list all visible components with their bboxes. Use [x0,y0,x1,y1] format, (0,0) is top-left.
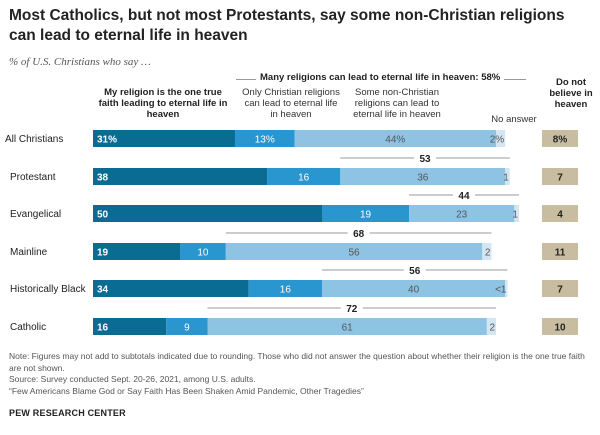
bar-value-label: 1 [503,173,509,184]
header-some-non-christian: Some non-Christian religions can lead to… [353,87,441,120]
bar-segment [542,130,578,147]
bar-segment [234,130,295,147]
bar-value-label: 11 [555,248,566,259]
bar-value-label: 16 [97,323,109,334]
bar-value-label: 31% [97,135,117,146]
bar-value-label: 23 [456,210,468,221]
bar-value-label: 19 [97,248,109,259]
bar-segment [267,168,341,185]
pew-footer: PEW RESEARCH CENTER [9,408,126,418]
bar-segment [93,205,322,222]
category-label: Mainline [10,247,48,258]
bar-segment [496,130,506,147]
bar-segment [166,318,208,335]
bar-segment [514,205,519,222]
bar-segment [93,318,167,335]
bar-segment [542,243,578,260]
subtotal-label: 56 [409,266,421,277]
bar-value-label: 10 [554,323,566,334]
bar-segment [542,168,578,185]
bar-segment [482,243,492,260]
chart-title: Most Catholics, but not most Protestants… [9,7,565,44]
subtotal-label-bg [414,152,437,164]
bar-value-label: 38 [97,173,109,184]
note-text: Note: Figures may not add to subtotals i… [9,351,585,373]
bar-value-label: 34 [97,285,109,296]
bar-value-label: 4 [557,210,563,221]
subtotal-label: 44 [458,191,470,202]
bar-segment [542,318,578,335]
bar-value-label: 36 [417,173,429,184]
subtotal-label: 68 [353,229,365,240]
bar-segment [180,243,226,260]
subtotal-label-bg [452,189,475,201]
category-label: Historically Black [10,284,87,295]
bar-segment [340,168,506,185]
chart-subtitle: % of U.S. Christians who say … [9,56,151,68]
bar-value-label: 50 [97,210,109,221]
bar-segment [322,280,506,297]
bar-value-label: 19 [360,210,372,221]
category-label: Protestant [10,172,56,183]
bar-value-label: 16 [280,285,292,296]
bar-value-label: 1 [512,210,518,221]
subtotal-label: 53 [419,154,431,165]
header-no-answer: No answer [491,114,537,125]
report-title: “Few Americans Blame God or Say Faith Ha… [9,385,364,396]
many-religions-summary-header: Many religions can lead to eternal life … [236,72,526,86]
bar-segment [93,243,181,260]
bar-value-label: <1 [495,285,507,296]
bar-segment [505,280,508,297]
bar-value-label: 2% [490,135,505,146]
bar-value-label: 2 [485,248,491,259]
subtotal-label-bg [347,227,370,239]
bar-segment [542,280,578,297]
bar-segment [248,280,322,297]
bar-value-label: 16 [298,173,310,184]
bar-segment [225,243,483,260]
category-label: Catholic [10,322,46,333]
subtotal-label-bg [403,264,426,276]
bar-segment [322,205,410,222]
source-text: Source: Survey conducted Sept. 20-26, 20… [9,374,256,384]
bar-value-label: 56 [348,248,360,259]
subtotal-label-bg [340,302,363,314]
subtotal-label: 72 [346,304,358,315]
header-only-christian: Only Christian religions can lead to ete… [242,87,340,120]
bar-segment [93,130,235,147]
bar-value-label: 44% [385,135,405,146]
category-label: Evangelical [10,209,61,220]
bar-segment [294,130,497,147]
header-do-not-believe: Do not believe in heaven [549,77,593,110]
bar-value-label: 61 [342,323,354,334]
bar-value-label: 8% [553,135,568,146]
chart-notes: Note: Figures may not add to subtotals i… [9,351,594,397]
stacked-bar-chart: All Christians 31% 13% 44% 2% 8% Protestant 38 1… [5,130,578,335]
bar-segment [486,318,497,335]
bar-value-label: 2 [489,323,495,334]
bar-value-label: 10 [197,248,209,259]
bar-value-label: 7 [557,173,563,184]
bar-segment [93,280,249,297]
bar-segment [93,168,268,185]
bar-value-label: 40 [408,285,420,296]
many-religions-summary-label: Many religions can lead to eternal life … [256,72,505,83]
category-label: All Christians [5,134,63,145]
bar-value-label: 13% [255,135,275,146]
bar-segment [542,205,578,222]
header-one-true-faith: My religion is the one true faith leadin… [98,87,228,120]
bar-value-label: 9 [184,323,190,334]
bar-segment [409,205,515,222]
bar-segment [505,168,510,185]
bar-value-label: 7 [557,285,563,296]
bar-segment [207,318,487,335]
